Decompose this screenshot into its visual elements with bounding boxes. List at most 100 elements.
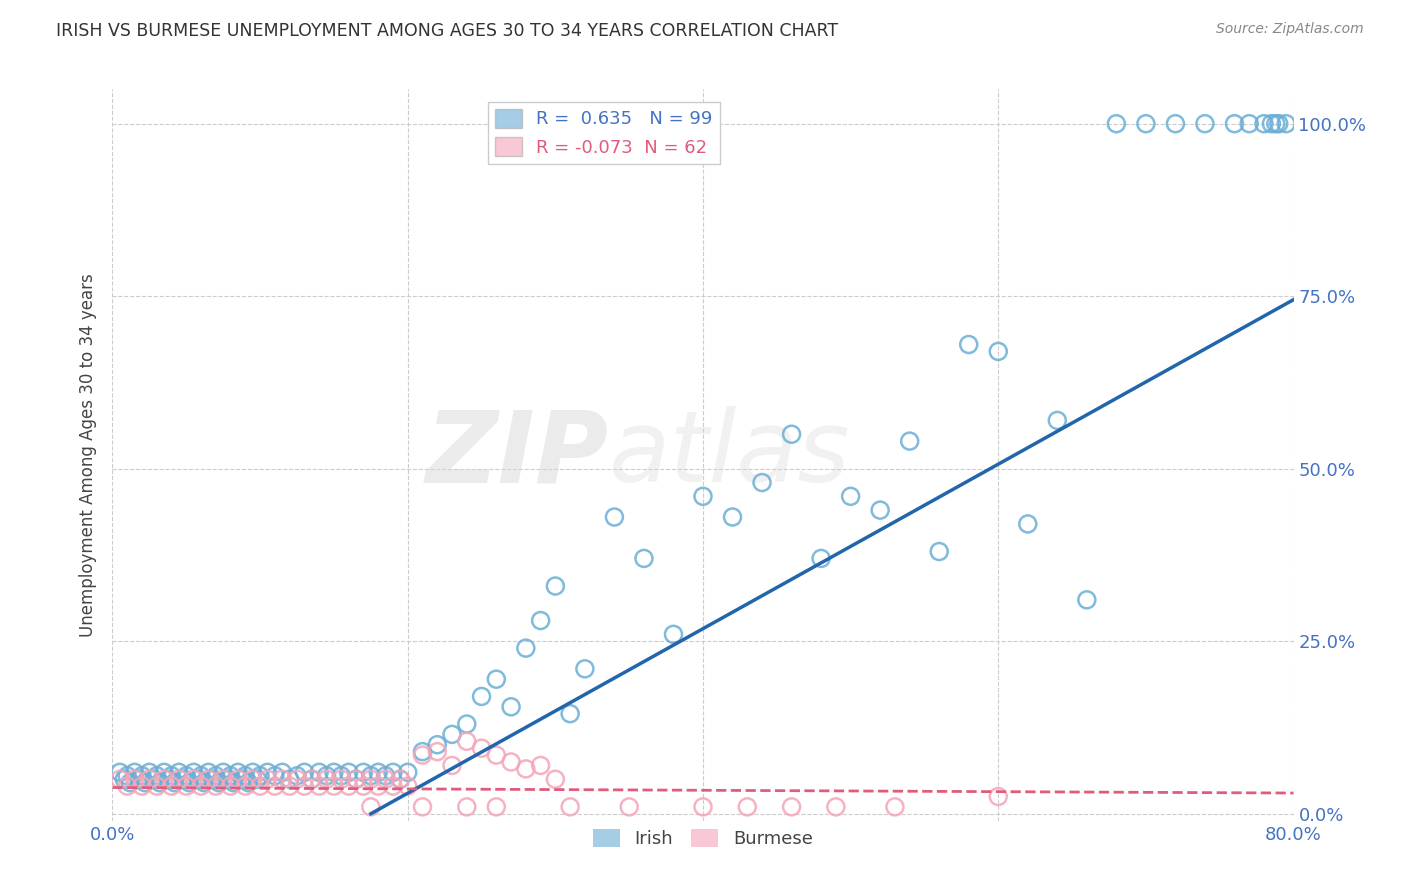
Point — [501, 755, 523, 769]
Text: IRISH VS BURMESE UNEMPLOYMENT AMONG AGES 30 TO 34 YEARS CORRELATION CHART: IRISH VS BURMESE UNEMPLOYMENT AMONG AGES… — [56, 22, 838, 40]
Point — [212, 765, 235, 780]
Point — [160, 769, 183, 783]
Point — [242, 765, 264, 780]
Point — [337, 765, 360, 780]
Point — [233, 779, 256, 793]
Point — [278, 772, 301, 787]
Point — [780, 427, 803, 442]
Point — [389, 772, 412, 787]
Point — [256, 772, 278, 787]
Point — [662, 627, 685, 641]
Point — [242, 772, 264, 787]
Point — [117, 769, 138, 783]
Point — [603, 510, 626, 524]
Point — [470, 741, 494, 756]
Point — [256, 765, 278, 780]
Point — [411, 745, 433, 759]
Point — [470, 690, 494, 704]
Point — [884, 800, 907, 814]
Point — [1017, 516, 1039, 531]
Point — [124, 765, 146, 780]
Point — [456, 717, 478, 731]
Point — [352, 765, 374, 780]
Point — [222, 775, 245, 789]
Point — [367, 779, 389, 793]
Point — [278, 779, 301, 793]
Point — [142, 772, 165, 787]
Point — [1164, 117, 1187, 131]
Point — [163, 775, 186, 789]
Point — [426, 738, 449, 752]
Point — [337, 779, 360, 793]
Point — [108, 772, 131, 787]
Point — [515, 762, 537, 776]
Point — [987, 344, 1010, 359]
Point — [172, 772, 194, 787]
Point — [308, 765, 330, 780]
Point — [515, 641, 537, 656]
Point — [246, 772, 269, 787]
Point — [149, 775, 172, 789]
Point — [117, 779, 138, 793]
Point — [441, 727, 464, 741]
Point — [249, 769, 271, 783]
Point — [352, 779, 374, 793]
Point — [249, 779, 271, 793]
Legend: Irish, Burmese: Irish, Burmese — [586, 822, 820, 855]
Point — [190, 769, 212, 783]
Point — [330, 769, 353, 783]
Point — [330, 772, 353, 787]
Point — [323, 765, 346, 780]
Point — [131, 779, 153, 793]
Point — [456, 734, 478, 748]
Point — [1223, 117, 1246, 131]
Point — [212, 772, 235, 787]
Point — [201, 772, 224, 787]
Point — [1239, 117, 1261, 131]
Point — [205, 779, 228, 793]
Point — [1135, 117, 1157, 131]
Point — [633, 551, 655, 566]
Point — [619, 800, 641, 814]
Point — [360, 769, 382, 783]
Point — [231, 772, 253, 787]
Point — [957, 337, 980, 351]
Point — [138, 765, 160, 780]
Point — [308, 779, 330, 793]
Text: Source: ZipAtlas.com: Source: ZipAtlas.com — [1216, 22, 1364, 37]
Point — [839, 489, 862, 503]
Point — [411, 800, 433, 814]
Point — [721, 510, 744, 524]
Point — [544, 772, 567, 787]
Point — [898, 434, 921, 449]
Point — [389, 772, 412, 787]
Point — [1194, 117, 1216, 131]
Point — [174, 779, 197, 793]
Point — [315, 772, 337, 787]
Point — [374, 772, 396, 787]
Point — [1260, 117, 1282, 131]
Point — [1268, 117, 1291, 131]
Point — [869, 503, 891, 517]
Point — [501, 699, 523, 714]
Point — [167, 772, 190, 787]
Point — [751, 475, 773, 490]
Point — [1275, 117, 1298, 131]
Point — [737, 800, 759, 814]
Point — [1076, 592, 1098, 607]
Point — [810, 551, 832, 566]
Point — [219, 779, 242, 793]
Point — [138, 772, 160, 787]
Point — [197, 772, 219, 787]
Point — [153, 772, 176, 787]
Point — [208, 775, 231, 789]
Point — [233, 769, 256, 783]
Point — [426, 745, 449, 759]
Text: atlas: atlas — [609, 407, 851, 503]
Point — [928, 544, 950, 558]
Point — [146, 779, 169, 793]
Point — [292, 779, 315, 793]
Point — [441, 758, 464, 772]
Point — [1253, 117, 1275, 131]
Y-axis label: Unemployment Among Ages 30 to 34 years: Unemployment Among Ages 30 to 34 years — [79, 273, 97, 637]
